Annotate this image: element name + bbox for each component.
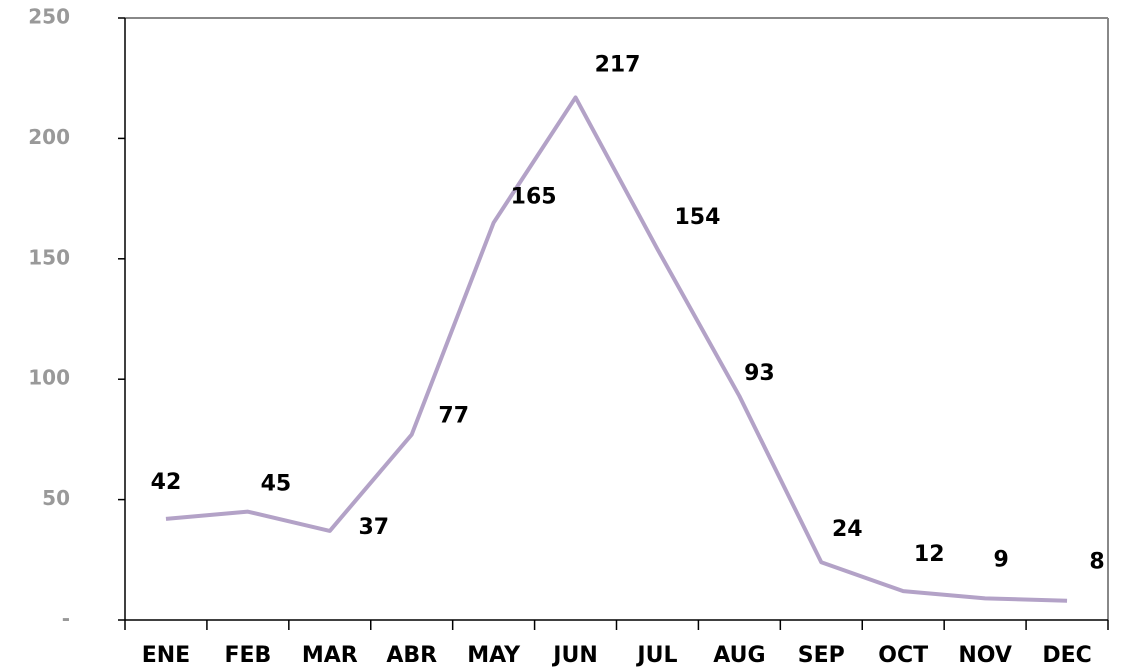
y-tick-label: 50 <box>42 486 70 510</box>
x-tick-label: JUL <box>635 643 677 668</box>
data-label: 217 <box>595 52 641 77</box>
x-tick-label: JUN <box>551 643 597 668</box>
y-tick-label: 150 <box>28 245 70 269</box>
data-label: 93 <box>744 361 775 386</box>
y-tick-label: - <box>62 607 70 631</box>
data-label: 165 <box>511 185 557 210</box>
y-tick-label: 100 <box>28 366 70 390</box>
data-label: 37 <box>358 515 389 540</box>
data-label: 77 <box>438 404 469 429</box>
y-tick-label: 200 <box>28 125 70 149</box>
x-tick-label: ENE <box>142 643 190 668</box>
x-tick-label: MAY <box>467 643 521 668</box>
x-tick-label: SEP <box>798 643 845 668</box>
x-tick-label: DEC <box>1042 643 1091 668</box>
data-label: 42 <box>151 470 182 495</box>
data-line <box>165 95 1068 603</box>
x-tick-label: FEB <box>224 643 271 668</box>
x-tick-label: AUG <box>713 643 765 668</box>
x-tick-label: ABR <box>386 643 437 668</box>
x-tick-label: OCT <box>878 643 928 668</box>
y-tick-label: 250 <box>28 5 70 29</box>
data-label: 12 <box>914 542 945 567</box>
x-tick-label: MAR <box>302 643 358 668</box>
data-label: 45 <box>261 472 292 497</box>
data-label: 9 <box>993 547 1008 572</box>
x-tick-label: NOV <box>958 643 1012 668</box>
data-label: 24 <box>832 517 863 542</box>
data-label: 154 <box>674 205 720 230</box>
data-label: 8 <box>1089 550 1104 575</box>
